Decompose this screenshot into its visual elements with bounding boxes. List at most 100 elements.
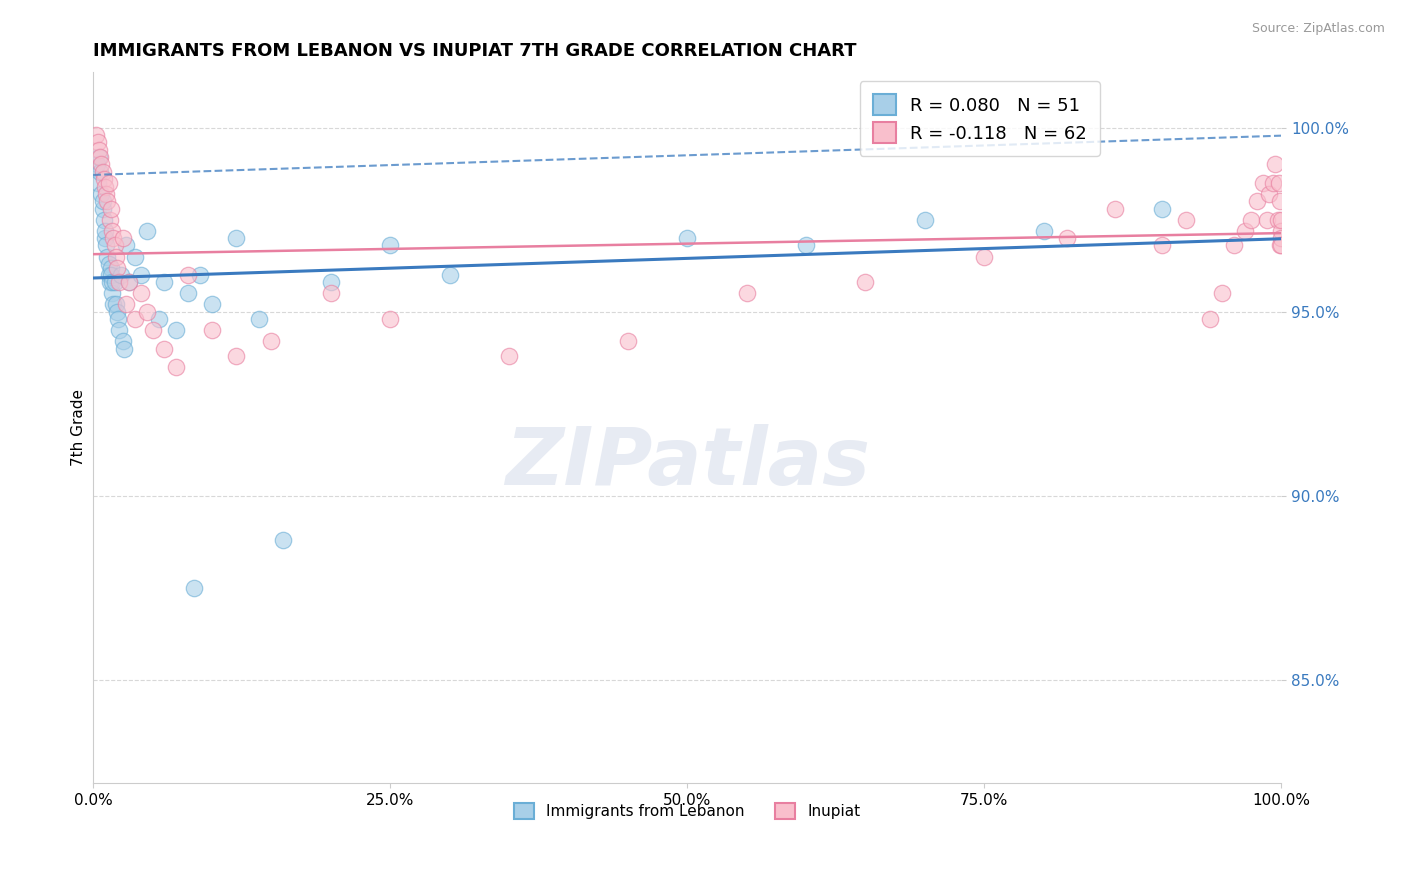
Point [96,250,118,264]
Point [89,143,111,157]
Point [153,342,176,356]
Point [94,224,117,238]
Point [1270,212,1292,227]
Point [89,150,111,164]
Point [100,268,122,282]
Point [97,176,120,190]
Point [1267,212,1289,227]
Point [1234,224,1257,238]
Point [100,260,122,275]
Point [103,231,125,245]
Point [319,286,342,301]
Point [96,194,118,209]
Point [93,172,115,186]
Point [135,304,157,318]
Point [1264,157,1286,171]
Point [153,275,176,289]
Point [89,165,111,179]
Point [249,312,271,326]
Point [1256,212,1278,227]
Point [129,268,152,282]
Point [853,275,876,289]
Point [378,238,401,252]
Point [676,231,699,245]
Point [101,275,124,289]
Point [94,179,117,194]
Point [165,323,187,337]
Point [165,359,187,374]
Text: IMMIGRANTS FROM LEBANON VS INUPIAT 7TH GRADE CORRELATION CHART: IMMIGRANTS FROM LEBANON VS INUPIAT 7TH G… [93,42,856,60]
Point [1261,176,1284,190]
Point [1270,231,1292,245]
Point [129,286,152,301]
Point [111,231,134,245]
Point [124,250,146,264]
Point [183,581,205,595]
Point [124,312,146,326]
Point [225,349,247,363]
Point [108,323,131,337]
Point [1056,231,1078,245]
Point [794,238,817,252]
Point [93,212,115,227]
Point [148,312,170,326]
Point [1268,238,1291,252]
Point [177,268,200,282]
Point [142,323,165,337]
Point [1211,286,1233,301]
Point [1222,238,1244,252]
Point [188,268,211,282]
Point [201,297,224,311]
Point [1104,202,1126,216]
Point [87,136,110,150]
Point [1270,194,1292,209]
Point [225,231,247,245]
Point [914,212,936,227]
Point [84,128,107,142]
Point [260,334,283,349]
Point [91,165,114,179]
Point [735,286,758,301]
Point [98,275,121,289]
Point [96,238,118,252]
Point [91,194,114,209]
Point [90,157,112,171]
Point [97,268,120,282]
Point [201,323,224,337]
Point [103,297,125,311]
Text: ZIPatlas: ZIPatlas [505,425,870,502]
Point [135,224,157,238]
Point [86,157,108,171]
Point [90,186,112,201]
Point [115,238,138,252]
Point [439,268,461,282]
Point [1258,186,1281,201]
Point [973,250,995,264]
Point [1270,224,1292,238]
Point [1251,176,1274,190]
Point [110,268,132,282]
Point [89,150,111,164]
Point [378,312,401,326]
Text: Source: ZipAtlas.com: Source: ZipAtlas.com [1251,22,1385,36]
Point [1152,238,1174,252]
Point [1152,202,1174,216]
Point [103,238,125,252]
Point [91,202,114,216]
Point [115,297,138,311]
Point [1240,212,1263,227]
Point [108,275,131,289]
Point [1270,238,1292,252]
Point [105,304,128,318]
Point [616,334,638,349]
Point [101,286,124,301]
Point [271,533,294,547]
Point [101,224,124,238]
Point [118,275,141,289]
Point [112,342,135,356]
Point [1246,194,1268,209]
Point [105,260,128,275]
Point [319,275,342,289]
Point [104,250,127,264]
Point [87,176,110,190]
